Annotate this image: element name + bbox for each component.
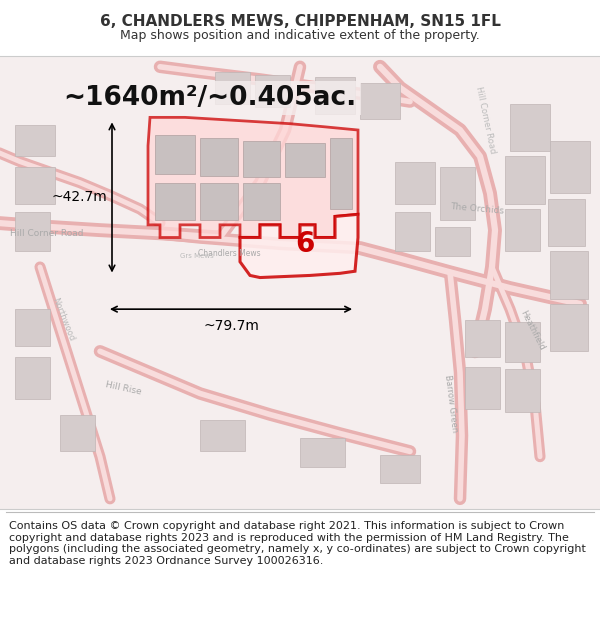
Polygon shape	[550, 251, 588, 299]
Polygon shape	[243, 182, 280, 219]
Polygon shape	[330, 139, 352, 209]
Text: Hill Corner Road: Hill Corner Road	[10, 229, 83, 238]
Polygon shape	[155, 135, 195, 174]
Polygon shape	[510, 104, 550, 151]
Text: Contains OS data © Crown copyright and database right 2021. This information is : Contains OS data © Crown copyright and d…	[9, 521, 586, 566]
Polygon shape	[465, 367, 500, 409]
Polygon shape	[548, 199, 585, 246]
Text: ~1640m²/~0.405ac.: ~1640m²/~0.405ac.	[64, 86, 356, 111]
Polygon shape	[505, 209, 540, 251]
Text: Heathfield: Heathfield	[518, 309, 546, 352]
Polygon shape	[15, 167, 55, 204]
Polygon shape	[155, 182, 195, 219]
Polygon shape	[465, 320, 500, 357]
Polygon shape	[243, 141, 280, 177]
Polygon shape	[505, 322, 540, 362]
Polygon shape	[285, 142, 325, 177]
Polygon shape	[395, 162, 435, 204]
Polygon shape	[550, 304, 588, 351]
Polygon shape	[215, 72, 250, 104]
Text: 6, CHANDLERS MEWS, CHIPPENHAM, SN15 1FL: 6, CHANDLERS MEWS, CHIPPENHAM, SN15 1FL	[100, 14, 500, 29]
Text: ~79.7m: ~79.7m	[203, 319, 259, 332]
Polygon shape	[200, 182, 238, 219]
Polygon shape	[360, 82, 400, 119]
Polygon shape	[380, 454, 420, 483]
Text: Hill Rise: Hill Rise	[105, 380, 143, 396]
Polygon shape	[200, 139, 238, 176]
Text: Northwood: Northwood	[50, 297, 76, 343]
Text: The Orchids: The Orchids	[450, 202, 505, 216]
Text: Hill Corner Road: Hill Corner Road	[474, 85, 497, 154]
Text: Chandlers Mews: Chandlers Mews	[198, 249, 260, 258]
Polygon shape	[315, 78, 355, 114]
Polygon shape	[435, 227, 470, 256]
Text: Map shows position and indicative extent of the property.: Map shows position and indicative extent…	[120, 29, 480, 42]
Polygon shape	[395, 213, 430, 251]
Polygon shape	[240, 214, 358, 278]
Text: ~42.7m: ~42.7m	[51, 191, 107, 204]
Polygon shape	[60, 414, 95, 451]
Text: Barrow Green: Barrow Green	[443, 374, 459, 433]
Polygon shape	[15, 213, 50, 251]
Text: 6: 6	[295, 230, 314, 258]
Polygon shape	[440, 167, 475, 219]
Polygon shape	[550, 141, 590, 193]
Polygon shape	[505, 156, 545, 204]
Polygon shape	[15, 309, 50, 346]
Polygon shape	[15, 357, 50, 399]
Polygon shape	[200, 420, 245, 451]
Text: Grs Mews: Grs Mews	[180, 254, 214, 259]
Polygon shape	[15, 125, 55, 156]
Polygon shape	[300, 438, 345, 468]
Polygon shape	[255, 75, 290, 107]
Polygon shape	[505, 369, 540, 413]
Polygon shape	[148, 118, 358, 238]
